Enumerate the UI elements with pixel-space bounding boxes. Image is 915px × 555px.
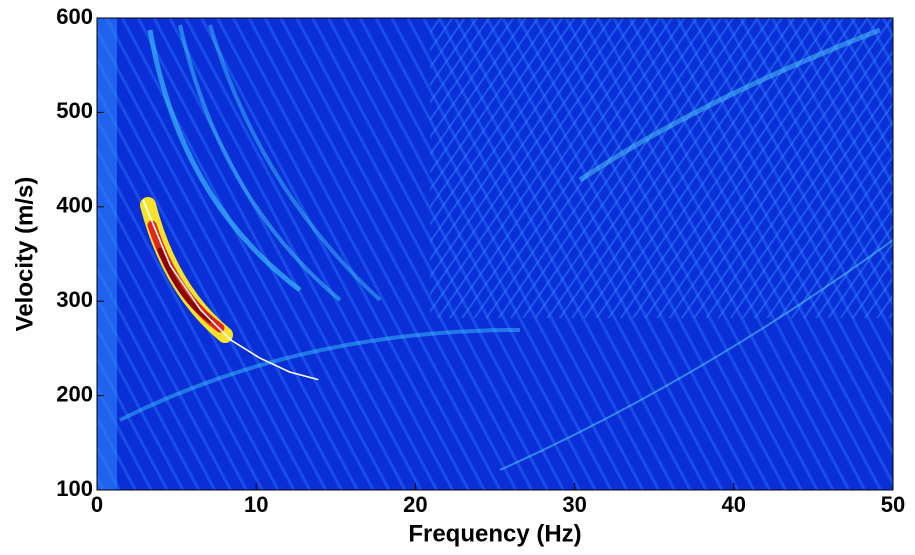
y-tick-label: 400 [56,193,93,218]
heatmap-background [97,18,893,490]
plot-frame [96,17,894,491]
x-tick-label: 30 [562,492,586,517]
y-tick-label: 600 [56,4,93,29]
y-tick-label: 300 [56,287,93,312]
x-tick-label: 0 [91,492,103,517]
y-tick-label: 200 [56,381,93,406]
x-tick-label: 10 [244,492,268,517]
y-tick-label: 100 [56,476,93,501]
x-tick-label: 20 [403,492,427,517]
x-tick-label: 40 [722,492,746,517]
x-tick-label: 50 [881,492,905,517]
y-tick-label: 500 [56,98,93,123]
x-axis-label: Frequency (Hz) [408,520,581,547]
dispersion-curve [142,199,319,381]
y-axis-label: Velocity (m/s) [11,177,38,332]
